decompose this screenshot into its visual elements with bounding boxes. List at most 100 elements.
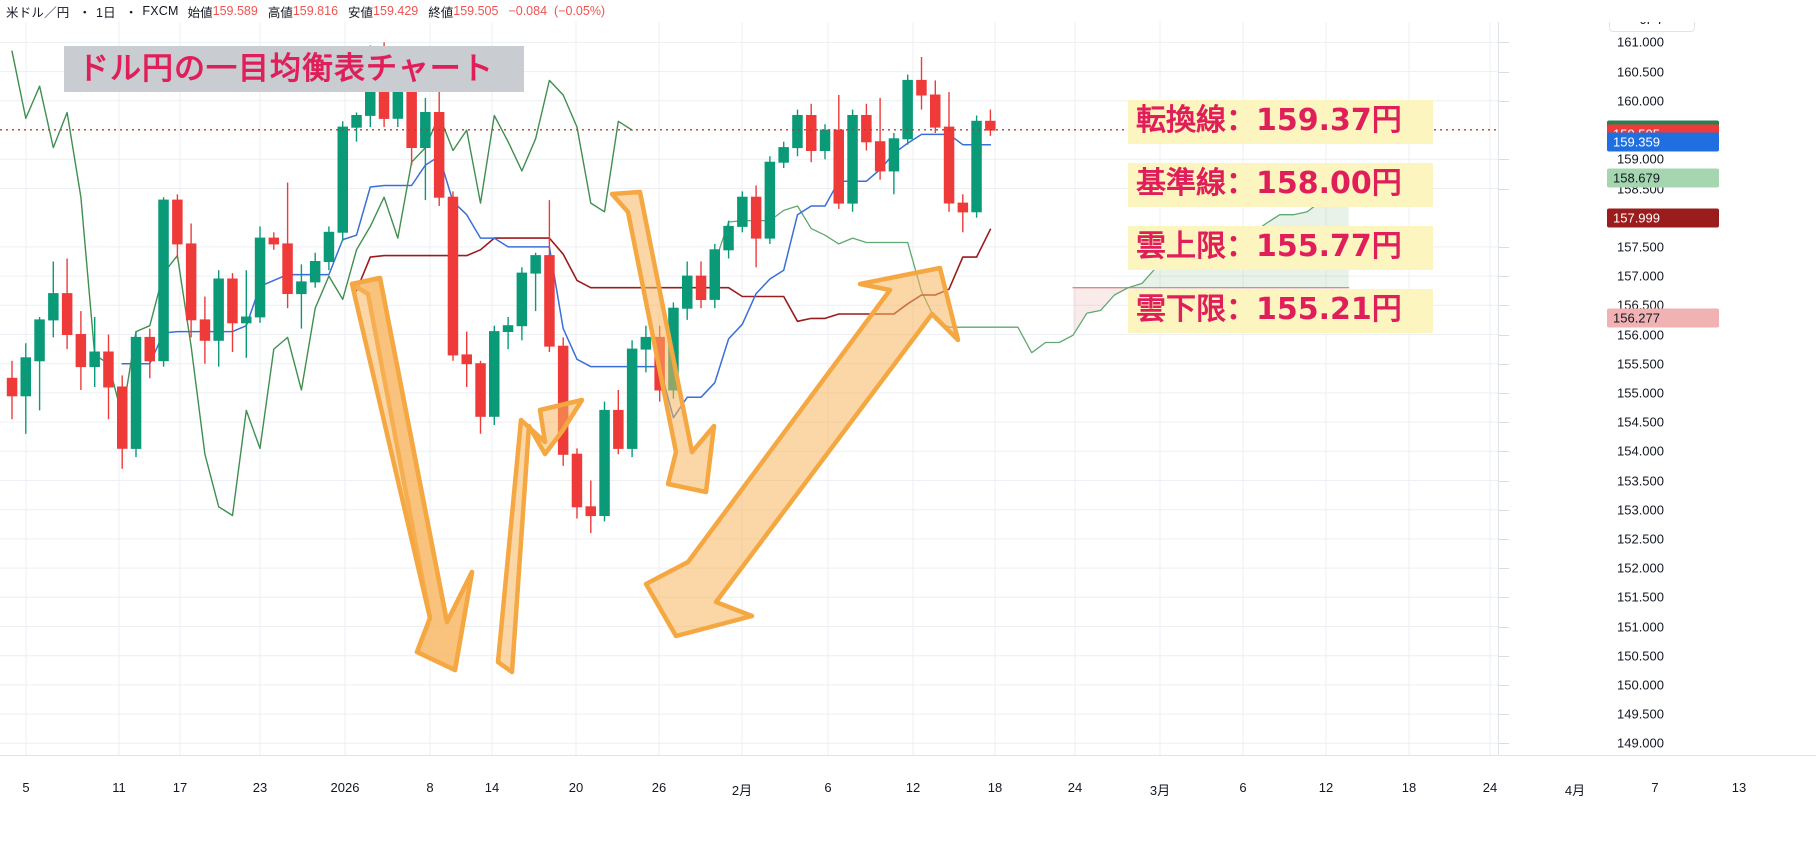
time-tick-label: 18 <box>987 780 1003 795</box>
price-tick-label: 159.000 <box>1617 151 1664 167</box>
candle-body-down <box>447 196 459 356</box>
candle-body-down <box>544 255 555 347</box>
price-tick-label: 149.000 <box>1617 735 1664 751</box>
time-tick-label: 3月 <box>1149 783 1171 798</box>
candle-body-up <box>309 261 321 283</box>
price-tick-label: 152.500 <box>1617 531 1664 547</box>
candle-body-up <box>640 336 652 350</box>
candle-body-up <box>723 225 734 251</box>
candle-body-up <box>420 112 431 148</box>
candle-body-up <box>971 120 982 213</box>
price-tick-mark <box>1499 276 1509 278</box>
candle-body-up <box>502 325 514 333</box>
candle-body-down <box>874 141 886 172</box>
price-tick-mark <box>1499 71 1509 73</box>
time-tick-label: 24 <box>1067 780 1083 795</box>
price-tick-mark <box>1499 568 1509 570</box>
price-tick-mark <box>1499 392 1509 394</box>
time-tick-label: 12 <box>1318 780 1334 795</box>
price-tick-label: 160.000 <box>1617 93 1664 109</box>
price-tick-label: 153.000 <box>1617 502 1664 518</box>
price-tick-mark <box>1499 655 1509 657</box>
tenkan-sen-line <box>121 133 992 419</box>
candle-body-up <box>778 147 789 163</box>
close-value: 159.505 <box>453 4 499 18</box>
price-tick-mark <box>1499 305 1509 307</box>
exchange-label[interactable]: FXCM <box>142 4 179 18</box>
candle-body-down <box>861 115 872 143</box>
price-tick-mark <box>1499 509 1509 511</box>
tenkan-badge[interactable]: 159.359 <box>1607 132 1719 152</box>
candle-body-up <box>737 196 748 227</box>
price-tick-mark <box>1499 626 1509 628</box>
time-tick-label: 17 <box>172 780 188 795</box>
price-tick-mark <box>1499 480 1509 482</box>
candle-body-down <box>117 386 128 449</box>
change-value: −0.084 <box>508 4 548 18</box>
candle-body-down <box>75 334 87 368</box>
candle-body-down <box>613 409 624 449</box>
price-tick-label: 152.000 <box>1617 560 1664 576</box>
price-tick-label: 150.000 <box>1617 677 1664 693</box>
time-tick-label: 14 <box>484 780 500 795</box>
candle-body-down <box>750 196 762 239</box>
candle-body-up <box>48 293 59 321</box>
senkou-b-badge[interactable]: 156.277 <box>1607 308 1719 328</box>
candle-body-down <box>199 319 211 341</box>
price-axis[interactable]: JPY 161.000160.500160.000159.000158.5001… <box>1498 0 1816 755</box>
candle-body-down <box>695 275 707 301</box>
candle-body-down <box>916 79 927 96</box>
annotation-arrows <box>349 189 961 675</box>
candle-body-down <box>103 351 114 388</box>
senkou-a-badge[interactable]: 158.679 <box>1607 168 1719 188</box>
time-tick-label: 26 <box>651 780 667 795</box>
candle-body-down <box>61 293 73 336</box>
candle-body-up <box>792 115 803 149</box>
candle-body-up <box>682 275 693 309</box>
price-tick-mark <box>1499 100 1509 102</box>
down-arrow-2 <box>609 189 717 495</box>
candle-body-down <box>6 377 18 397</box>
price-tick-mark <box>1499 714 1509 716</box>
price-tick-label: 157.000 <box>1617 268 1664 284</box>
candle-body-up <box>241 316 252 324</box>
time-axis[interactable]: 5 11 17 23 2026 8 14 20 26 2月 6 12 18 24 3月 6 12 18 24 4月 7 1… <box>0 755 1816 841</box>
price-tick-label: 160.500 <box>1617 64 1664 80</box>
high-value: 159.816 <box>292 4 339 18</box>
price-tick-mark <box>1499 363 1509 365</box>
candle-body-down <box>571 453 583 508</box>
chikou-span-path <box>11 50 633 517</box>
time-tick-label: 11 <box>112 780 126 795</box>
candle-body-down <box>806 115 817 151</box>
interval-label[interactable]: 1日 <box>96 5 116 20</box>
chart-plot-area[interactable] <box>0 22 1498 755</box>
open-value: 159.589 <box>212 4 258 18</box>
low-value: 159.429 <box>373 4 419 18</box>
candle-body-up <box>337 126 348 233</box>
candle-body-down <box>833 129 844 204</box>
price-tick-label: 154.000 <box>1617 443 1664 459</box>
time-tick-label: 24 <box>1482 780 1498 795</box>
candle-body-down <box>282 243 293 294</box>
price-tick-mark <box>1499 42 1509 44</box>
candle-body-up <box>888 138 900 172</box>
candle-body-down <box>185 243 197 321</box>
candle-body-up <box>213 278 224 341</box>
time-tick-label: 2026 <box>330 780 360 795</box>
price-tick-label: 150.500 <box>1617 648 1664 664</box>
time-tick-label: 8 <box>426 780 434 795</box>
symbol-name[interactable]: 米ドル／円 <box>6 5 70 20</box>
candle-body-up <box>158 199 169 362</box>
time-tick-label: 20 <box>568 780 584 795</box>
legend-sep-2: ・ <box>124 5 138 20</box>
legend-sep-1: ・ <box>78 5 92 20</box>
candle-body-up <box>819 129 831 151</box>
kijun-badge[interactable]: 157.999 <box>1607 208 1719 228</box>
time-tick-label: 4月 <box>1564 783 1586 798</box>
time-tick-label: 2月 <box>731 783 753 798</box>
time-tick-label: 7 <box>1651 780 1659 795</box>
time-tick-label: 6 <box>1239 780 1247 795</box>
time-tick-label: 5 <box>22 780 30 795</box>
annotation-note-4: 雲下限：155.21円 <box>1128 289 1433 333</box>
